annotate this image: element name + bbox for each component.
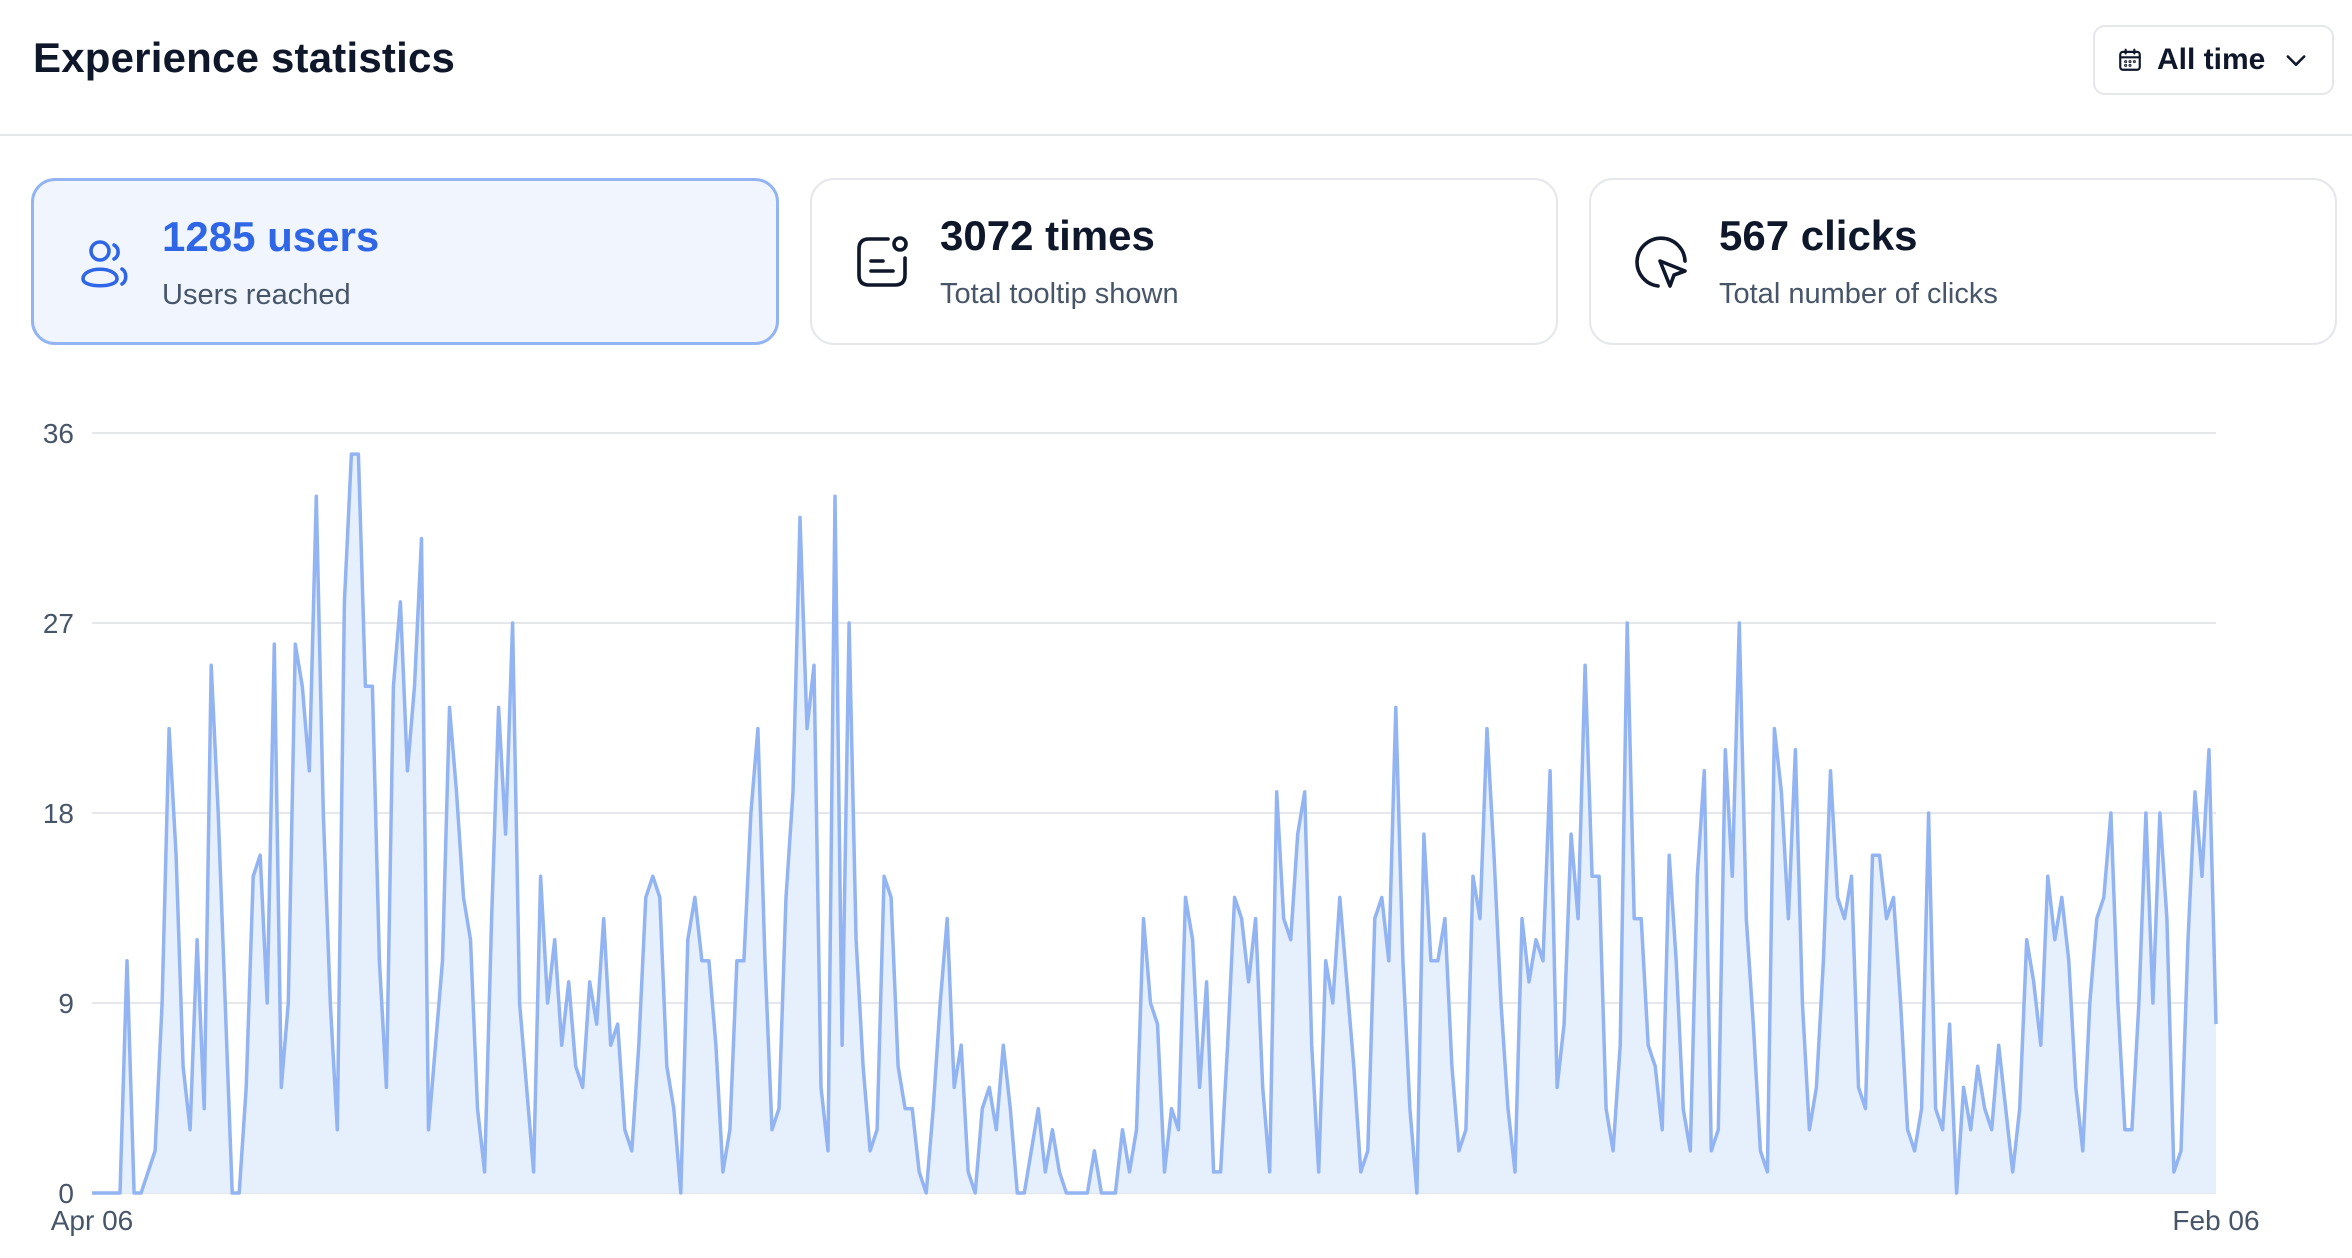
calendar-icon xyxy=(2119,48,2141,71)
users-icon xyxy=(81,240,128,288)
tooltip-shown-card[interactable]: 3072 times Total tooltip shown xyxy=(810,178,1558,345)
activity-area-chart: 0 9 18 27 36 Apr 06 Feb 06 xyxy=(43,418,2260,1236)
y-axis-ticks: 0 9 18 27 36 xyxy=(43,418,74,1209)
chart-area-fill xyxy=(92,454,2216,1194)
users-reached-card[interactable]: 1285 users Users reached xyxy=(31,178,779,345)
x-axis-ticks: Apr 06 Feb 06 xyxy=(51,1205,2260,1236)
clicks-value: 567 clicks xyxy=(1719,212,1918,259)
y-tick-label: 27 xyxy=(43,608,74,639)
x-tick-label-end: Feb 06 xyxy=(2172,1205,2259,1236)
users-reached-caption: Users reached xyxy=(162,279,351,311)
header: Experience statistics All time xyxy=(0,0,2352,136)
y-tick-label: 36 xyxy=(43,418,74,449)
date-range-dropdown[interactable]: All time xyxy=(2093,25,2334,95)
y-tick-label: 18 xyxy=(43,798,74,829)
clicks-card[interactable]: 567 clicks Total number of clicks xyxy=(1589,178,2337,345)
chart-series-line xyxy=(92,452,2218,1195)
chevron-down-icon xyxy=(2286,55,2306,66)
cursor-click-icon xyxy=(1635,236,1687,288)
page-title: Experience statistics xyxy=(33,34,456,81)
y-tick-label: 9 xyxy=(58,988,74,1019)
tooltip-shown-caption: Total tooltip shown xyxy=(940,278,1179,310)
x-tick-label-start: Apr 06 xyxy=(51,1205,134,1236)
tooltip-shown-value: 3072 times xyxy=(940,212,1155,259)
clicks-caption: Total number of clicks xyxy=(1719,278,1998,310)
y-tick-label: 0 xyxy=(58,1178,74,1209)
users-reached-value: 1285 users xyxy=(162,213,380,260)
tooltip-icon xyxy=(857,236,908,287)
date-range-label: All time xyxy=(2157,43,2266,76)
